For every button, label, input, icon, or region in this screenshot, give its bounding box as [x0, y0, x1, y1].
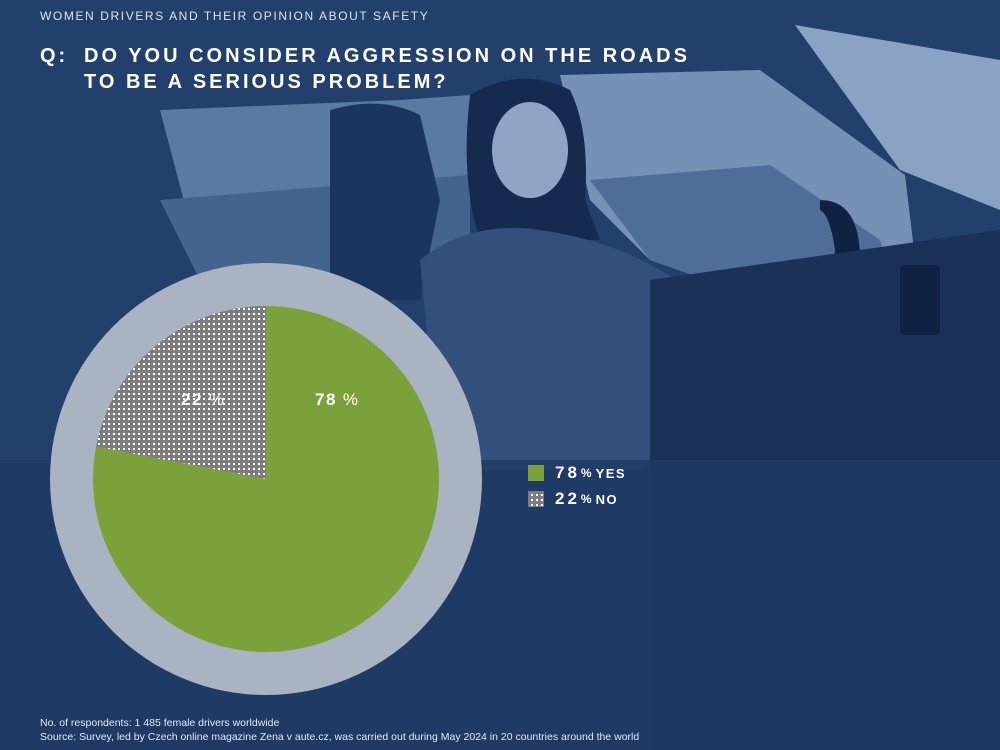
legend-item-yes: 78 % YES	[528, 460, 626, 486]
topline-heading: WOMEN DRIVERS AND THEIR OPINION ABOUT SA…	[40, 9, 430, 23]
footer-notes: No. of respondents: 1 485 female drivers…	[40, 716, 639, 744]
question-heading: Q: DO YOU CONSIDER AGGRESSION ON THE ROAD…	[40, 43, 690, 95]
pie-label-no-value: 22	[181, 390, 203, 409]
question-prefix: Q:	[40, 45, 69, 67]
pie-label-no: 22%	[181, 390, 226, 409]
pie-slice-yes	[92, 306, 439, 652]
footer-respondents: No. of respondents: 1 485 female drivers…	[40, 717, 280, 729]
chart-legend: 78 % YES 22 % NO	[528, 460, 626, 512]
pie-slice-no	[96, 306, 266, 479]
legend-label-yes: YES	[595, 465, 627, 481]
pie-label-no-unit: %	[209, 390, 226, 409]
legend-swatch-yes	[528, 465, 544, 481]
legend-pct-yes: %	[580, 466, 592, 480]
legend-value-yes: 78	[555, 463, 580, 482]
footer-source: Source: Survey, led by Czech online maga…	[40, 731, 640, 743]
legend-label-no: NO	[595, 491, 619, 507]
question-line-2: TO BE A SERIOUS PROBLEM?	[84, 71, 449, 93]
legend-swatch-no	[528, 491, 544, 507]
pie-label-yes: 78%	[315, 390, 360, 409]
legend-item-no: 22 % NO	[528, 486, 626, 512]
legend-pct-no: %	[580, 492, 592, 506]
question-line-1: DO YOU CONSIDER AGGRESSION ON THE ROADS	[84, 45, 690, 67]
pie-label-yes-value: 78	[315, 390, 337, 409]
pie-label-yes-unit: %	[343, 390, 360, 409]
legend-value-no: 22	[555, 489, 580, 508]
